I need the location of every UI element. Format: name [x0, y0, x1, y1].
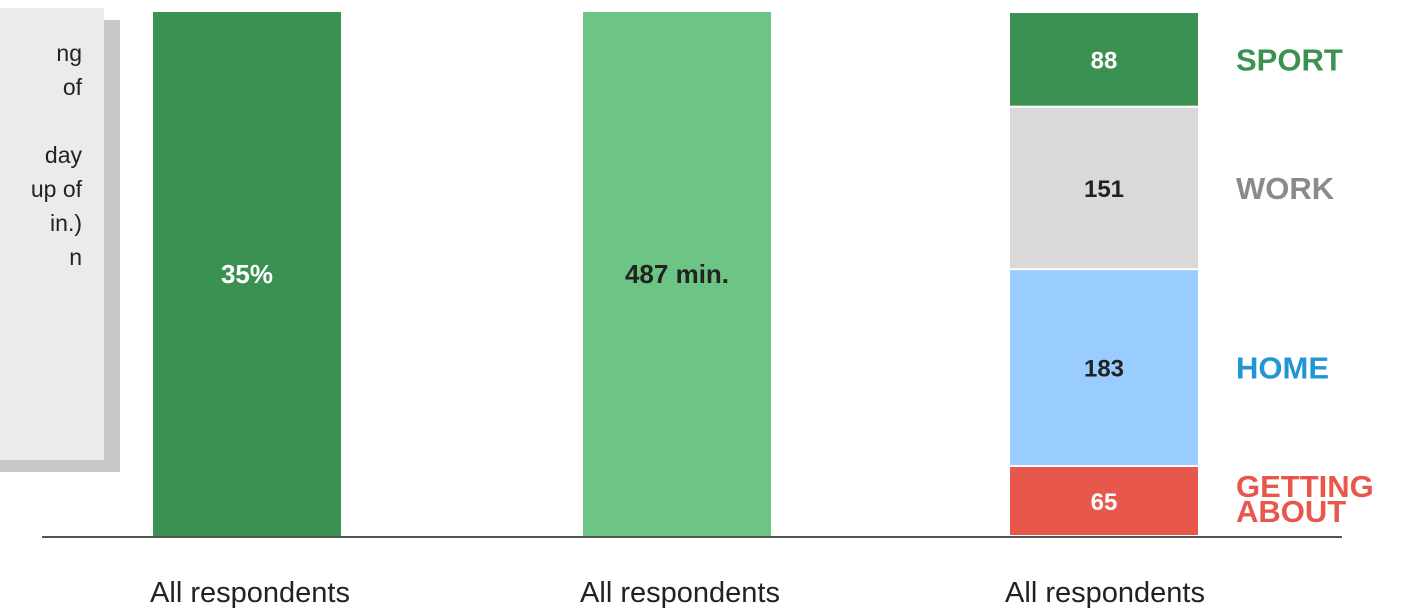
note-box: ng of day up of in.) n [0, 8, 104, 460]
bar-minutes [583, 12, 771, 536]
data-label-home: 183 [1084, 356, 1124, 383]
series-label-home: HOME [1236, 351, 1329, 386]
data-label-percentage: 35% [221, 259, 273, 289]
note-line: n [69, 244, 82, 270]
x-tick-label: All respondents [1005, 577, 1205, 609]
stack-segment-home [1010, 270, 1198, 466]
note-line: day [44, 142, 82, 168]
note-line: up of [30, 176, 82, 202]
data-label-getting-about: 65 [1091, 489, 1118, 516]
data-label-work: 151 [1084, 176, 1124, 203]
data-label-minutes: 487 min. [625, 259, 729, 289]
stack-segment-getting-about [1010, 467, 1198, 535]
bar-percentage [153, 12, 341, 536]
x-tick-label: All respondents [580, 577, 780, 609]
stack-segment-sport [1010, 13, 1198, 106]
stack-segment-work [1010, 107, 1198, 269]
data-label-sport: 88 [1091, 47, 1118, 74]
note-line: of [62, 74, 82, 100]
note-text: ng of day up of in.) n [31, 36, 82, 274]
note-line: in.) [50, 210, 82, 236]
series-label-getting-about: GETTING ABOUT [1236, 469, 1374, 529]
note-line: ng [56, 40, 82, 66]
x-tick-label: All respondents [150, 577, 350, 609]
series-label-sport: SPORT [1236, 42, 1343, 77]
series-label-work: WORK [1236, 171, 1335, 206]
